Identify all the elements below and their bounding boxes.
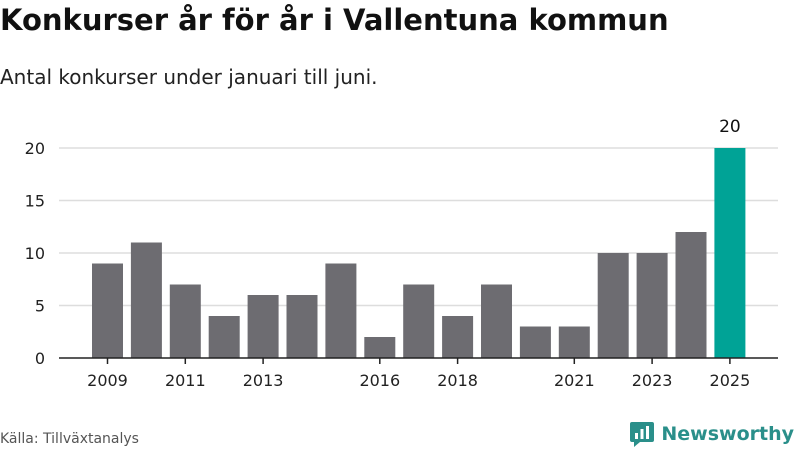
x-tick-label: 2018 — [437, 371, 478, 390]
y-axis-ticks: 0 5 10 15 20 — [25, 139, 45, 368]
bar-2014 — [286, 295, 318, 358]
bar-2010 — [130, 242, 162, 358]
bar-2011 — [169, 284, 201, 358]
bars — [92, 148, 746, 358]
y-tick-label: 20 — [25, 139, 45, 158]
newsworthy-logo-icon — [630, 422, 655, 447]
y-tick-label: 5 — [35, 297, 45, 316]
x-axis-ticks: 2009 2011 2013 2016 2018 2021 2023 2025 — [87, 358, 750, 390]
data-label-2025: 20 — [719, 117, 741, 137]
y-tick-label: 0 — [35, 349, 45, 368]
bar-chart: 0 5 10 15 20 20 2009 2011 2013 2016 2018 2021 2023… — [25, 117, 778, 390]
bar-2016 — [364, 337, 396, 358]
brand-name: Newsworthy — [661, 423, 794, 445]
bar-2025 — [714, 148, 746, 358]
x-tick-label: 2009 — [87, 371, 128, 390]
y-tick-label: 15 — [25, 192, 45, 211]
bar-2024 — [675, 232, 707, 358]
bar-2013 — [247, 295, 279, 358]
x-tick-label: 2021 — [554, 371, 595, 390]
chart-subtitle: Antal konkurser under januari till juni. — [0, 65, 378, 89]
bar-2017 — [403, 284, 435, 358]
bar-2019 — [481, 284, 512, 358]
x-tick-label: 2011 — [165, 371, 206, 390]
bar-2021 — [558, 326, 590, 358]
data-labels: 20 — [719, 117, 741, 137]
x-tick-label: 2025 — [710, 371, 751, 390]
bar-2020 — [519, 326, 551, 358]
source-note: Källa: Tillväxtanalys — [0, 431, 139, 447]
newsworthy-brand[interactable]: Newsworthy — [629, 418, 794, 450]
bar-2022 — [597, 253, 629, 358]
x-tick-label: 2023 — [632, 371, 673, 390]
chart-title: Konkurser år för år i Vallentuna kommun — [0, 3, 669, 37]
bar-2012 — [208, 316, 240, 358]
bar-2015 — [325, 263, 357, 358]
bar-2018 — [442, 316, 474, 358]
x-tick-label: 2016 — [359, 371, 400, 390]
bar-2023 — [636, 253, 668, 358]
gridlines — [59, 147, 778, 307]
bar-2009 — [92, 263, 123, 358]
y-tick-label: 10 — [25, 244, 45, 263]
x-tick-label: 2013 — [243, 371, 284, 390]
